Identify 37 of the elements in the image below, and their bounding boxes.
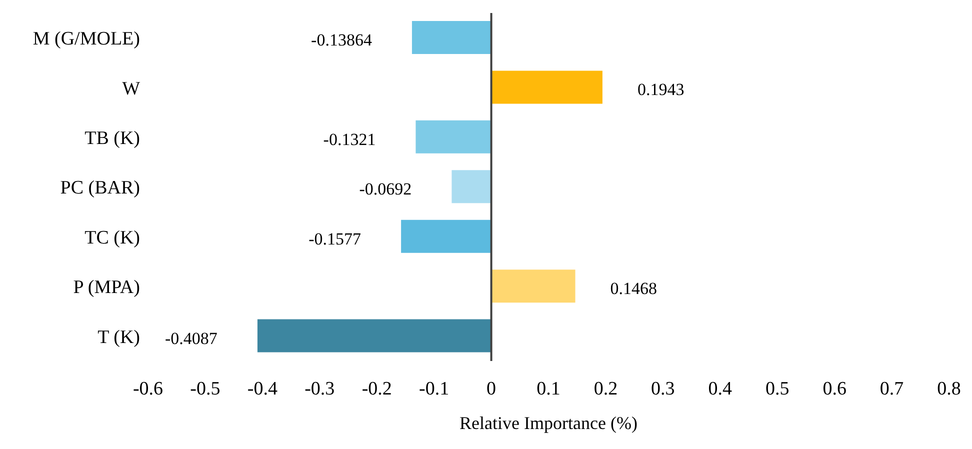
x-tick-label: 0.5 <box>765 378 790 400</box>
y-tick-label: PC (BAR) <box>60 178 140 199</box>
x-tick-label: -0.5 <box>190 378 220 400</box>
y-tick-label: TB (K) <box>84 128 140 150</box>
y-tick-label: T (K) <box>98 326 140 348</box>
x-tick-label: 0.2 <box>594 378 618 400</box>
data-label: -0.0692 <box>359 180 412 199</box>
data-label: -0.1577 <box>308 229 362 248</box>
y-tick-label: P (MPA) <box>73 277 140 298</box>
bar <box>491 70 602 104</box>
x-tick-label: -0.2 <box>362 378 392 400</box>
bar <box>401 220 492 253</box>
bar <box>257 319 492 352</box>
x-axis-title: Relative Importance (%) <box>460 413 638 433</box>
x-tick-label: 0.3 <box>651 378 675 400</box>
x-tick-label: 0.4 <box>708 378 733 400</box>
y-tick-label: W <box>122 78 140 100</box>
data-label: -0.4087 <box>165 328 218 348</box>
x-tick-label: 0 <box>486 378 496 400</box>
x-tick-label: 0.6 <box>822 378 846 400</box>
x-tick-label: -0.3 <box>304 378 335 400</box>
y-tick-label: M (G/MOLE) <box>32 28 140 50</box>
bar <box>416 120 492 154</box>
x-tick-label: 0.7 <box>880 378 904 400</box>
x-tick-label: 0.1 <box>536 378 560 400</box>
x-tick-label: -0.1 <box>419 378 450 400</box>
data-label: 0.1468 <box>610 279 658 298</box>
data-label: -0.13864 <box>311 30 372 50</box>
bar <box>491 270 576 303</box>
bar <box>452 170 492 204</box>
data-label: -0.1321 <box>323 130 376 149</box>
bar <box>412 21 492 54</box>
x-tick-label: -0.6 <box>132 378 164 400</box>
x-tick-label: 0.8 <box>937 378 961 400</box>
x-tick-label: -0.4 <box>247 378 278 400</box>
y-tick-label: TC (K) <box>84 227 140 248</box>
data-label: 0.1943 <box>637 80 684 100</box>
